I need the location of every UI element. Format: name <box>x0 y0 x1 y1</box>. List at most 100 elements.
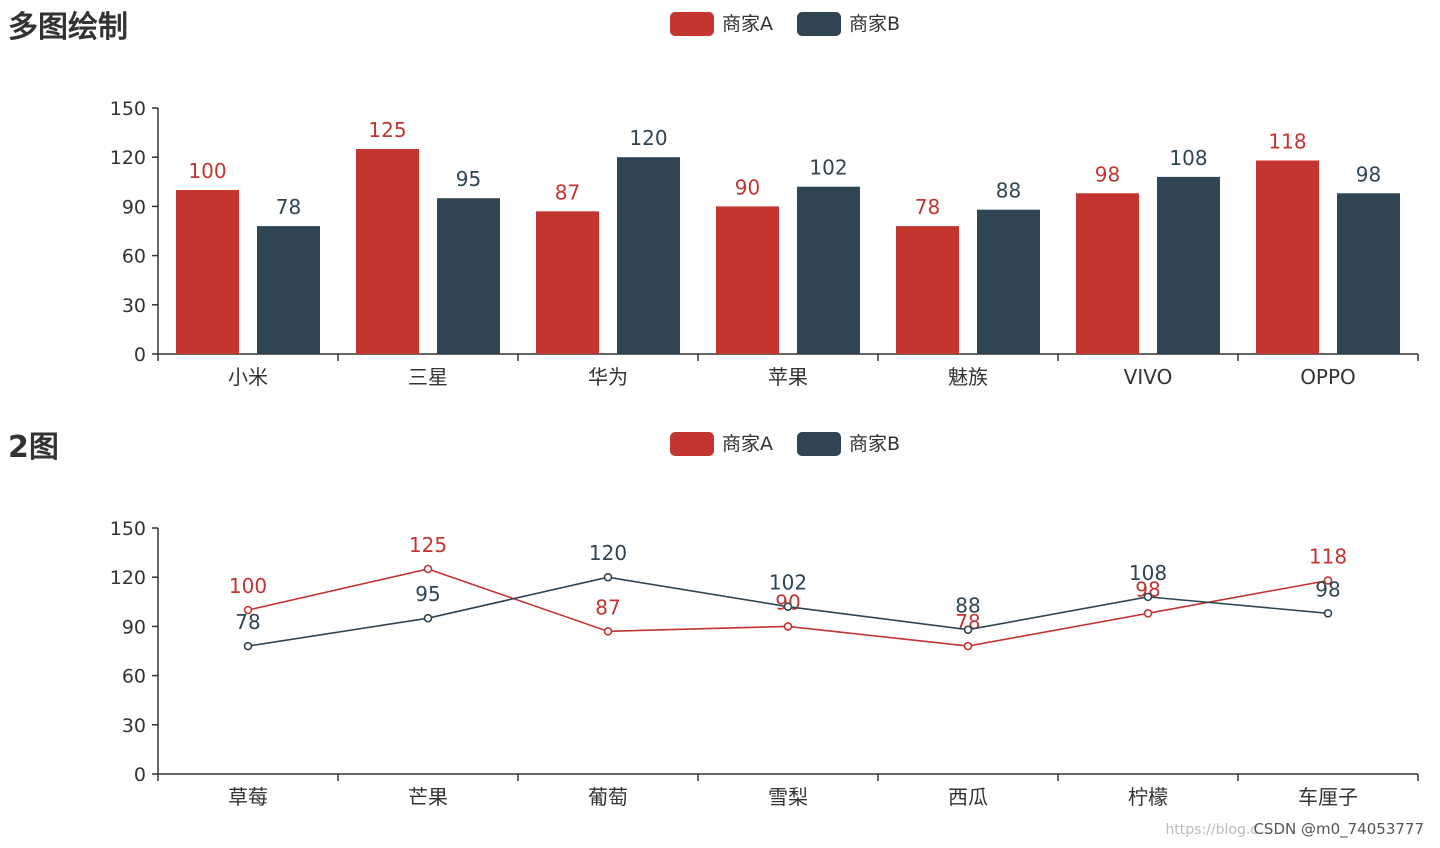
x-tick-label: 车厘子 <box>1298 785 1358 809</box>
data-point <box>1323 576 1333 585</box>
data-label: 98 <box>1315 577 1340 601</box>
data-point <box>783 622 793 631</box>
data-point <box>603 572 613 582</box>
x-tick-label: 草莓 <box>228 785 268 809</box>
x-tick-label: OPPO <box>1300 365 1356 389</box>
chart2-legend-label-b: 商家B <box>849 433 900 455</box>
data-label: 108 <box>1129 561 1167 585</box>
data-label: 88 <box>955 594 980 618</box>
data-label: 98 <box>1356 162 1381 186</box>
chart2-legend-item-a[interactable]: 商家A <box>670 432 773 456</box>
chart1-legend-label-b: 商家B <box>849 13 900 35</box>
x-tick-label: 魅族 <box>948 365 988 389</box>
data-label: 87 <box>555 180 580 204</box>
bar <box>1256 160 1319 354</box>
y-tick-label: 90 <box>122 196 146 218</box>
data-label: 120 <box>589 541 627 565</box>
watermark-site: https://blog.c <box>1165 822 1258 838</box>
data-point <box>963 625 973 634</box>
data-label: 98 <box>1095 162 1120 186</box>
bar <box>617 157 680 354</box>
chart2-title: 2图 <box>8 430 59 465</box>
data-label: 100 <box>229 574 267 598</box>
chart1-legend-item-b[interactable]: 商家B <box>797 12 900 36</box>
chart1-title: 多图绘制 <box>8 10 128 45</box>
data-point <box>243 605 253 615</box>
x-tick-label: 华为 <box>588 365 628 389</box>
data-label: 108 <box>1169 146 1207 170</box>
watermark-user: CSDN @m0_74053777 <box>1253 820 1424 839</box>
legend-swatch-b-icon <box>797 12 841 36</box>
legend-swatch-a-icon <box>670 432 714 456</box>
data-point <box>1323 608 1333 618</box>
data-label: 102 <box>809 156 847 180</box>
y-tick-label: 120 <box>110 567 146 589</box>
line-chart: 2图 商家A 商家B 0 30 60 90 120 150 草莓 芒果 葡萄 雪梨 西瓜 柠檬 车厘子 1… <box>8 430 1419 809</box>
data-label: 95 <box>456 167 481 191</box>
x-tick-label: 苹果 <box>768 365 808 389</box>
chart1-legend-item-a[interactable]: 商家A <box>670 12 773 36</box>
data-label: 125 <box>409 533 447 557</box>
data-label: 100 <box>188 159 226 183</box>
data-label: 78 <box>276 195 301 219</box>
data-point <box>783 602 793 612</box>
x-tick-label: 葡萄 <box>588 785 628 809</box>
data-point <box>243 641 253 651</box>
bar-chart: 多图绘制 商家A 商家B 0 30 60 90 120 150 小米 三星 华为 苹果 魅族 VIVO… <box>8 10 1419 389</box>
data-point <box>963 641 973 651</box>
bar <box>797 186 860 354</box>
bar <box>257 226 320 354</box>
bar <box>1337 193 1400 354</box>
bar <box>1076 193 1139 354</box>
bar <box>356 149 419 354</box>
bar <box>536 211 599 354</box>
y-tick-label: 0 <box>134 764 146 786</box>
data-point <box>1143 608 1153 618</box>
x-tick-label: 雪梨 <box>768 785 808 809</box>
data-label: 102 <box>769 571 807 595</box>
data-point <box>423 613 433 623</box>
y-tick-label: 60 <box>122 666 146 688</box>
chart2-legend-label-a: 商家A <box>722 433 773 455</box>
data-label: 78 <box>915 195 940 219</box>
data-label: 118 <box>1268 129 1306 153</box>
bar <box>716 206 779 354</box>
y-tick-label: 120 <box>110 147 146 169</box>
bar <box>977 209 1040 354</box>
chart2-legend: 商家A 商家B <box>670 432 900 456</box>
data-label: 125 <box>368 118 406 142</box>
bar <box>1157 176 1220 354</box>
data-label: 120 <box>629 126 667 150</box>
bar <box>437 198 500 354</box>
y-tick-label: 150 <box>110 518 146 540</box>
x-tick-label: 芒果 <box>408 785 448 809</box>
chart1-legend: 商家A 商家B <box>670 12 900 36</box>
x-tick-label: 柠檬 <box>1128 785 1168 809</box>
chart1-legend-label-a: 商家A <box>722 13 773 35</box>
legend-swatch-b-icon <box>797 432 841 456</box>
chart2-legend-item-b[interactable]: 商家B <box>797 432 900 456</box>
data-label: 78 <box>235 610 260 634</box>
x-tick-label: VIVO <box>1124 365 1173 389</box>
y-tick-label: 30 <box>122 295 146 317</box>
data-label: 88 <box>996 179 1021 203</box>
y-tick-label: 0 <box>134 344 146 366</box>
legend-swatch-a-icon <box>670 12 714 36</box>
data-label: 95 <box>415 582 440 606</box>
data-point <box>1143 592 1153 602</box>
y-tick-label: 30 <box>122 715 146 737</box>
bar <box>896 226 959 354</box>
x-tick-label: 三星 <box>408 365 448 389</box>
data-label: 90 <box>735 175 760 199</box>
x-tick-label: 小米 <box>228 365 268 389</box>
data-label: 87 <box>595 595 620 619</box>
x-tick-label: 西瓜 <box>948 785 988 809</box>
y-tick-label: 150 <box>110 98 146 120</box>
y-tick-label: 90 <box>122 616 146 638</box>
bar <box>176 190 239 354</box>
y-tick-label: 60 <box>122 246 146 268</box>
data-label: 118 <box>1309 544 1347 568</box>
data-point <box>423 564 433 574</box>
data-point <box>603 627 613 636</box>
